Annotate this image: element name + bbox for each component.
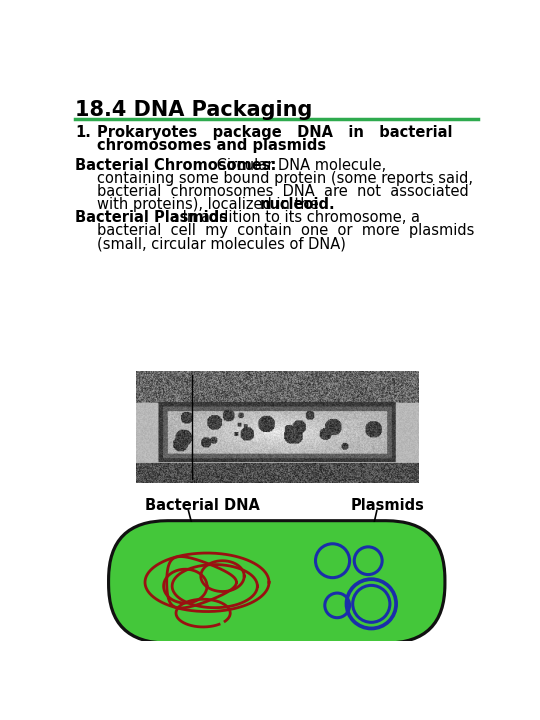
Text: 1.: 1. (75, 125, 91, 140)
Text: bacterial  cell  my  contain  one  or  more  plasmids: bacterial cell my contain one or more pl… (97, 223, 474, 238)
Text: Bacterial Plasmids: Bacterial Plasmids (75, 210, 228, 225)
FancyBboxPatch shape (110, 522, 443, 642)
Text: Circular DNA molecule,: Circular DNA molecule, (212, 158, 386, 173)
Text: 18.4 DNA Packaging: 18.4 DNA Packaging (75, 100, 313, 120)
Text: (small, circular molecules of DNA): (small, circular molecules of DNA) (97, 237, 346, 251)
Text: chromosomes and plasmids: chromosomes and plasmids (97, 138, 326, 153)
Text: with proteins), localized in the: with proteins), localized in the (97, 197, 323, 212)
Text: Plasmids: Plasmids (350, 498, 424, 513)
Text: Bacterial DNA: Bacterial DNA (145, 498, 260, 513)
Text: nucleoid.: nucleoid. (260, 197, 335, 212)
FancyBboxPatch shape (107, 519, 447, 644)
Text: Prokaryotes   package   DNA   in   bacterial: Prokaryotes package DNA in bacterial (97, 125, 453, 140)
Text: containing some bound protein (some reports said,: containing some bound protein (some repo… (97, 171, 473, 186)
Text: Bacterial Chromosomes:: Bacterial Chromosomes: (75, 158, 276, 173)
Text: bacterial  chromosomes  DNA  are  not  associated: bacterial chromosomes DNA are not associ… (97, 184, 469, 199)
Text: : In addition to its chromosome, a: : In addition to its chromosome, a (173, 210, 420, 225)
